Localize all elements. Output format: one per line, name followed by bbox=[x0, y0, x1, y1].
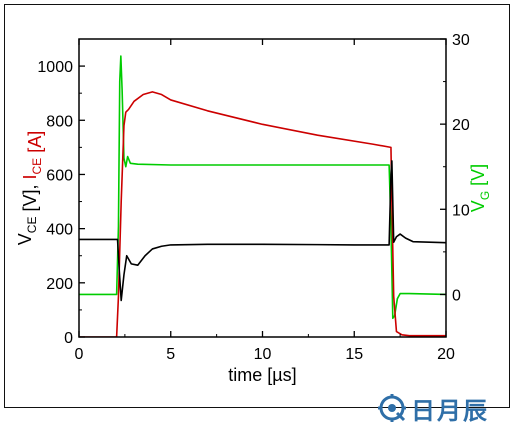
y-left-axis-title: VCE [V], ICE [A] bbox=[15, 131, 45, 245]
x-tick-label: 10 bbox=[254, 346, 272, 363]
watermark-text: 日月辰 bbox=[411, 395, 489, 425]
y-left-tick-label: 600 bbox=[46, 167, 73, 184]
series-group bbox=[79, 55, 446, 337]
y-left-tick-label: 0 bbox=[64, 330, 73, 347]
gear-letter-logo-icon bbox=[378, 394, 406, 422]
y-left-title-part: [V], bbox=[20, 180, 40, 217]
y-left-title-subscript: CE bbox=[30, 158, 44, 175]
series-line-2 bbox=[79, 160, 446, 302]
y-right-tick-label: 10 bbox=[452, 202, 470, 219]
figure-frame bbox=[4, 4, 510, 408]
watermark: 日月辰 bbox=[377, 391, 489, 425]
y-left-tick-label: 1000 bbox=[37, 59, 73, 76]
x-axis-title: time [µs] bbox=[228, 365, 296, 385]
y-right-tick-label: 30 bbox=[452, 32, 470, 49]
series-line-1 bbox=[79, 91, 446, 337]
y-left-title-part: V bbox=[15, 233, 35, 245]
y-left-tick-label: 800 bbox=[46, 113, 73, 130]
y-left-title-part: I bbox=[20, 174, 40, 179]
y-right-tick-label: 20 bbox=[452, 117, 470, 134]
series-line-0 bbox=[79, 55, 446, 320]
x-tick-label: 20 bbox=[437, 346, 455, 363]
y-left-title-subscript: CE bbox=[25, 217, 39, 234]
x-tick-label: 5 bbox=[166, 346, 175, 363]
y-right-tick-label: 0 bbox=[452, 287, 461, 304]
x-tick-label: 15 bbox=[345, 346, 363, 363]
y-left-tick-label: 400 bbox=[46, 222, 73, 239]
y-right-axis-title: VG [V] bbox=[468, 164, 492, 212]
y-left-tick-label: 200 bbox=[46, 276, 73, 293]
y-left-title-part: [A] bbox=[25, 131, 45, 158]
x-tick-label: 0 bbox=[75, 346, 84, 363]
